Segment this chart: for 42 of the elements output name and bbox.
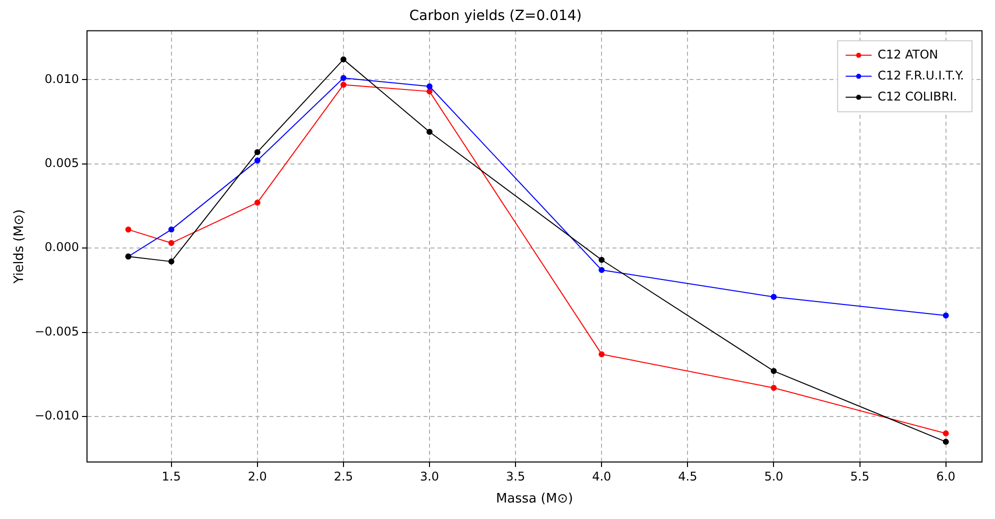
legend-label: C12 COLIBRI. <box>878 89 958 104</box>
point <box>168 240 174 246</box>
point <box>168 258 174 265</box>
legend-label: C12 F.R.U.I.T.Y. <box>878 68 964 82</box>
point <box>942 438 949 445</box>
point <box>340 56 346 62</box>
y-tick-label: 0.010 <box>44 72 80 86</box>
point <box>340 82 346 88</box>
point <box>770 294 777 300</box>
point <box>168 226 174 233</box>
point <box>254 149 260 156</box>
point <box>254 157 260 164</box>
point <box>426 83 433 90</box>
point <box>942 430 949 436</box>
y-tick-label: 0.005 <box>44 156 80 170</box>
y-axis-title: Yields (M⊙) <box>12 209 28 284</box>
x-tick-label: 3.5 <box>506 469 526 484</box>
point <box>254 200 260 206</box>
point <box>426 128 433 135</box>
y-tick-label: −0.010 <box>34 408 80 423</box>
point <box>770 384 777 391</box>
point <box>340 74 346 81</box>
legend-label: C12 ATON <box>878 47 938 62</box>
x-tick-label: 6.0 <box>936 469 956 484</box>
x-tick-label: 2.5 <box>334 469 354 484</box>
y-tick-label: 0.000 <box>44 240 80 254</box>
x-tick-label: 4.5 <box>678 469 698 484</box>
point <box>598 256 605 263</box>
point <box>598 266 605 273</box>
x-tick-label: 1.5 <box>162 469 181 484</box>
x-tick-label: 3.0 <box>420 469 440 484</box>
x-tick-label: 5.0 <box>764 469 784 484</box>
chart-title: Carbon yields (Z=0.014) <box>409 8 582 24</box>
y-tick-label: −0.005 <box>34 324 80 338</box>
point <box>942 312 949 318</box>
x-tick-label: 4.0 <box>592 469 612 484</box>
point <box>598 351 605 358</box>
x-tick-label: 2.0 <box>248 469 267 484</box>
point <box>125 226 132 233</box>
x-axis-title: Massa (M⊙) <box>496 492 574 507</box>
point <box>770 368 777 374</box>
x-tick-label: 5.5 <box>850 469 870 484</box>
